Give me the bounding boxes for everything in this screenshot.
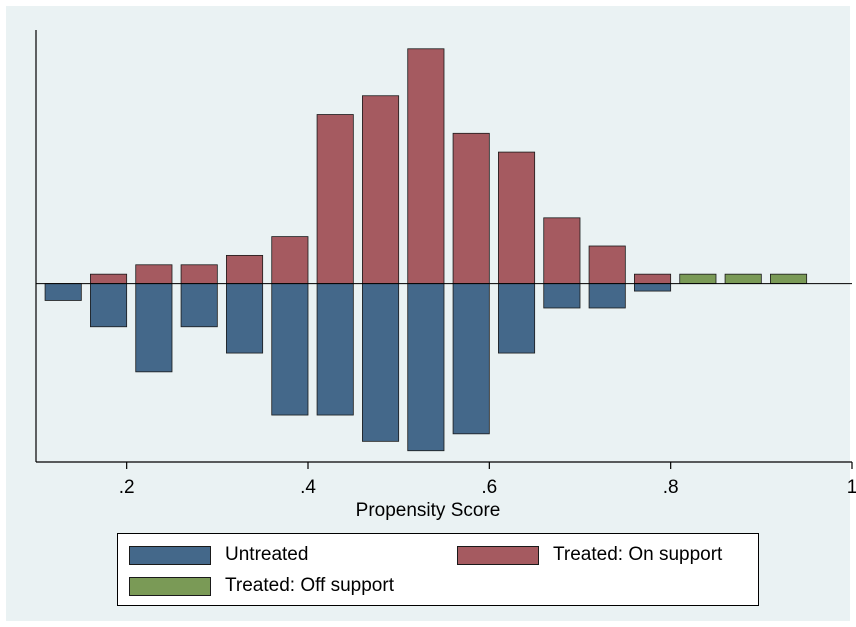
bar-untreated: [452, 283, 490, 435]
bar-treated-on-support: [361, 95, 400, 284]
bar-treated-on-support: [316, 114, 354, 284]
bar-treated-on-support: [407, 48, 445, 284]
legend: Untreated Treated: On support Treated: O…: [117, 533, 759, 606]
legend-swatch-treated-on-support: [457, 545, 539, 565]
x-tick-label: .8: [663, 477, 679, 498]
legend-item-treated-on-support: Treated: On support: [457, 544, 722, 566]
bar-untreated: [225, 283, 264, 354]
bar-untreated: [361, 283, 400, 442]
x-tick-label: 1: [847, 477, 856, 498]
x-tick-label: .2: [119, 477, 135, 498]
bar-untreated: [588, 283, 626, 309]
bar-treated-on-support: [225, 254, 264, 284]
bar-untreated: [180, 283, 218, 328]
bar-treated-on-support: [452, 132, 490, 284]
bar-untreated: [90, 283, 128, 328]
legend-item-untreated: Untreated: [129, 544, 308, 566]
bar-treated-off-support: [724, 273, 762, 284]
bar-treated-on-support: [90, 273, 128, 284]
legend-swatch-untreated: [129, 545, 211, 565]
bar-untreated: [271, 283, 309, 416]
legend-swatch-treated-off-support: [129, 576, 211, 596]
bar-untreated: [543, 283, 581, 309]
bar-treated-on-support: [634, 273, 672, 284]
bar-treated-off-support: [679, 273, 717, 284]
x-axis-title: Propensity Score: [355, 500, 501, 521]
bar-treated-off-support: [770, 273, 808, 284]
legend-label-treated-on-support: Treated: On support: [553, 544, 723, 565]
x-tick-label: .4: [300, 477, 316, 498]
bar-treated-on-support: [180, 264, 218, 284]
legend-label-treated-off-support: Treated: Off support: [225, 575, 394, 596]
bar-treated-on-support: [497, 151, 536, 284]
bar-untreated: [44, 283, 82, 301]
legend-label-untreated: Untreated: [225, 544, 309, 565]
bar-untreated: [407, 283, 445, 452]
x-tick-label: .6: [481, 477, 497, 498]
bar-treated-on-support: [271, 236, 309, 284]
bar-treated-on-support: [135, 264, 173, 284]
bar-untreated: [634, 283, 672, 292]
bar-untreated: [135, 283, 173, 373]
bar-treated-on-support: [543, 217, 581, 284]
bar-untreated: [316, 283, 354, 416]
bar-untreated: [497, 283, 536, 354]
legend-item-treated-off-support: Treated: Off support: [129, 575, 394, 597]
bar-treated-on-support: [588, 245, 626, 284]
